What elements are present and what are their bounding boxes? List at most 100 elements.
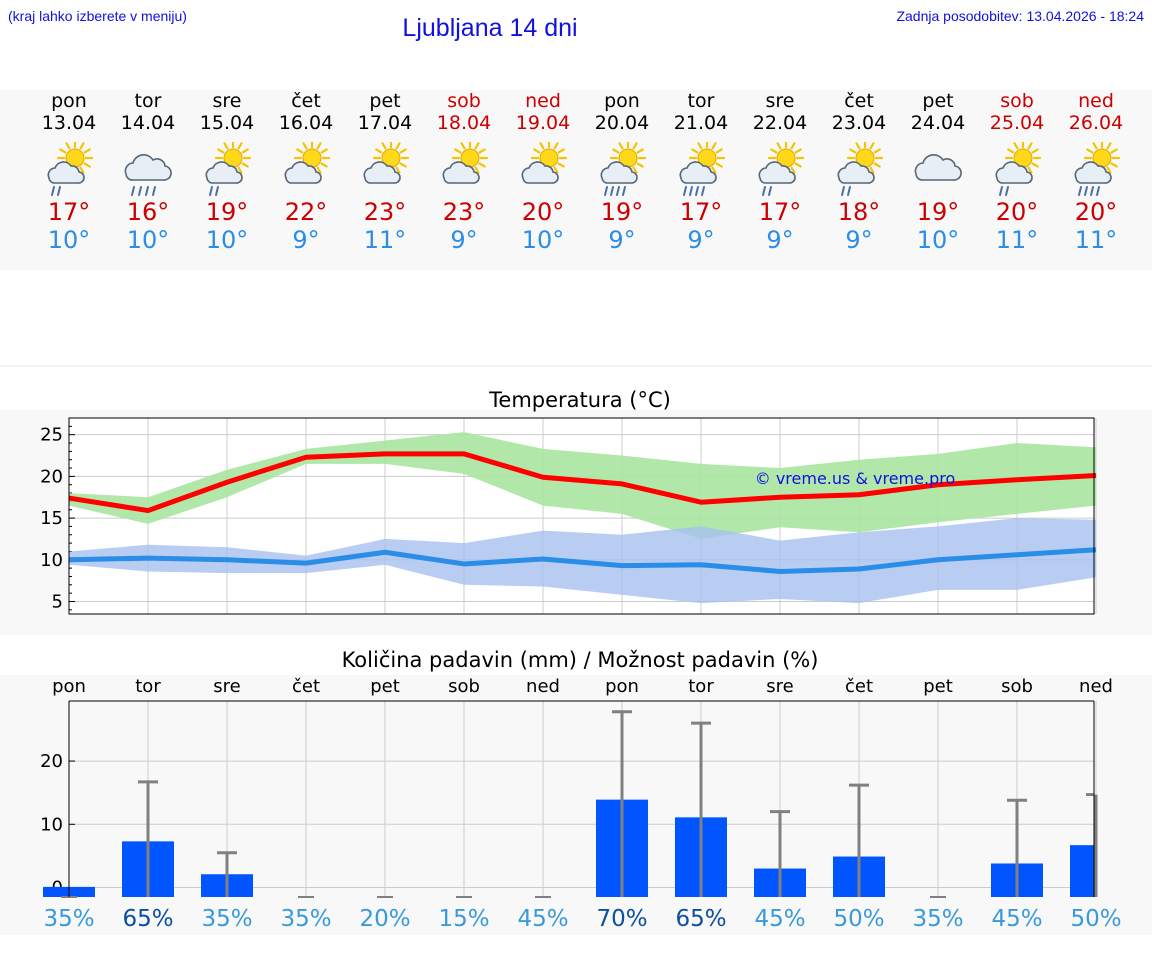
day-name: sre xyxy=(212,90,242,112)
day-date: 20.04 xyxy=(594,112,650,134)
min-temperature: 9° xyxy=(450,226,478,254)
sun-cloud-rain-icon xyxy=(47,142,94,196)
min-temperature: 11° xyxy=(363,226,407,254)
temperature-chart-title: Temperatura (°C) xyxy=(489,388,671,412)
raindrop xyxy=(610,186,614,196)
max-temperature: 23° xyxy=(363,198,407,226)
raindrop xyxy=(138,186,142,196)
day-label: pet xyxy=(370,676,400,697)
raindrop xyxy=(841,186,845,196)
cloud-shape xyxy=(1074,161,1112,184)
sun-cloud-icon xyxy=(363,142,410,184)
min-temperature-line xyxy=(68,547,1097,574)
raindrop xyxy=(1078,186,1082,196)
plot-frame xyxy=(68,417,1095,615)
max-temperature: 20° xyxy=(995,198,1039,226)
day-date: 18.04 xyxy=(436,112,492,134)
raindrop xyxy=(847,186,851,196)
max-temperature: 20° xyxy=(521,198,565,226)
min-temperature: 10° xyxy=(521,226,565,254)
day-label: čet xyxy=(845,676,873,697)
day-name: pet xyxy=(369,90,401,112)
cloud-shape xyxy=(758,161,796,184)
day-column: sob 25.04 20° 11° xyxy=(977,90,1057,254)
cloud-shape xyxy=(600,161,638,184)
day-date: 21.04 xyxy=(673,112,729,134)
precipitation-probability: 35% xyxy=(201,906,252,932)
day-date: 17.04 xyxy=(357,112,413,134)
cloud-shape xyxy=(205,161,243,184)
day-label: tor xyxy=(135,676,161,697)
max-temperature-line xyxy=(68,451,1097,514)
divider xyxy=(0,365,1152,367)
day-name: čet xyxy=(844,90,874,112)
day-name: ned xyxy=(1078,90,1114,112)
cloud-shape xyxy=(284,161,322,184)
min-temperature: 11° xyxy=(1074,226,1118,254)
raindrop xyxy=(762,186,766,196)
day-column: pet 17.04 23° 11° xyxy=(345,90,425,254)
cloud-shape xyxy=(363,161,401,184)
max-temperature: 19° xyxy=(600,198,644,226)
y-tick-label: 25 xyxy=(40,425,63,446)
precipitation-probability: 45% xyxy=(991,906,1042,932)
day-column: pon 20.04 19° 9° xyxy=(582,90,662,254)
day-label: sob xyxy=(1001,676,1033,697)
temperature-chart: 5 10 15 20 25 © vreme.us & vreme.pro xyxy=(40,417,1097,615)
day-name: sob xyxy=(1000,90,1034,112)
precipitation-probability: 65% xyxy=(122,906,173,932)
sun-shape xyxy=(688,142,726,177)
day-column: tor 21.04 17° 9° xyxy=(661,90,741,254)
min-temperature: 10° xyxy=(47,226,91,254)
y-tick-label: 10 xyxy=(40,814,63,835)
raindrop xyxy=(51,186,55,196)
max-temperature: 17° xyxy=(679,198,723,226)
cloud-shape xyxy=(124,154,172,181)
day-date: 22.04 xyxy=(752,112,808,134)
day-column: čet 16.04 22° 9° xyxy=(266,90,346,254)
precipitation-probability: 45% xyxy=(517,906,568,932)
precipitation-probability: 65% xyxy=(675,906,726,932)
sun-cloud-icon xyxy=(442,142,489,184)
precipitation-probability: 50% xyxy=(1070,906,1121,932)
day-column: sre 22.04 17° 9° xyxy=(740,90,820,254)
raindrop xyxy=(616,186,620,196)
day-label: ned xyxy=(1079,676,1113,697)
precipitation-probability: 35% xyxy=(43,906,94,932)
sun-cloud-heavy-rain-icon xyxy=(1074,142,1121,196)
day-date: 19.04 xyxy=(515,112,571,134)
day-date: 15.04 xyxy=(199,112,255,134)
day-date: 26.04 xyxy=(1068,112,1124,134)
cloud-icon xyxy=(914,154,962,181)
day-column: sob 18.04 23° 9° xyxy=(424,90,504,254)
day-date: 16.04 xyxy=(278,112,334,134)
sun-shape xyxy=(1083,142,1121,177)
day-name: pon xyxy=(604,90,640,112)
raindrop xyxy=(1005,186,1009,196)
raindrop xyxy=(604,186,608,196)
day-name: tor xyxy=(687,90,715,112)
min-temperature: 9° xyxy=(766,226,794,254)
sun-cloud-heavy-rain-icon xyxy=(600,142,647,196)
sun-cloud-rain-icon xyxy=(995,142,1042,196)
max-temperature: 23° xyxy=(442,198,486,226)
max-temperature: 20° xyxy=(1074,198,1118,226)
cloud-shape xyxy=(914,154,962,181)
precipitation-probability: 70% xyxy=(596,906,647,932)
cloud-shape xyxy=(521,161,559,184)
day-name: ned xyxy=(525,90,561,112)
day-column: ned 26.04 20° 11° xyxy=(1056,90,1136,254)
cloud-heavy-rain-icon xyxy=(124,154,172,196)
raindrop xyxy=(145,186,149,196)
precipitation-probability: 45% xyxy=(754,906,805,932)
max-temperature: 17° xyxy=(47,198,91,226)
day-label: ned xyxy=(526,676,560,697)
day-name: pon xyxy=(51,90,87,112)
day-column: pon 13.04 17° 10° xyxy=(29,90,109,254)
max-temperature: 19° xyxy=(916,198,960,226)
precipitation-probability: 35% xyxy=(912,906,963,932)
precipitation-chart-title: Količina padavin (mm) / Možnost padavin … xyxy=(341,648,819,672)
day-label: pon xyxy=(605,676,639,697)
max-temperature: 19° xyxy=(205,198,249,226)
raindrop xyxy=(695,186,699,196)
